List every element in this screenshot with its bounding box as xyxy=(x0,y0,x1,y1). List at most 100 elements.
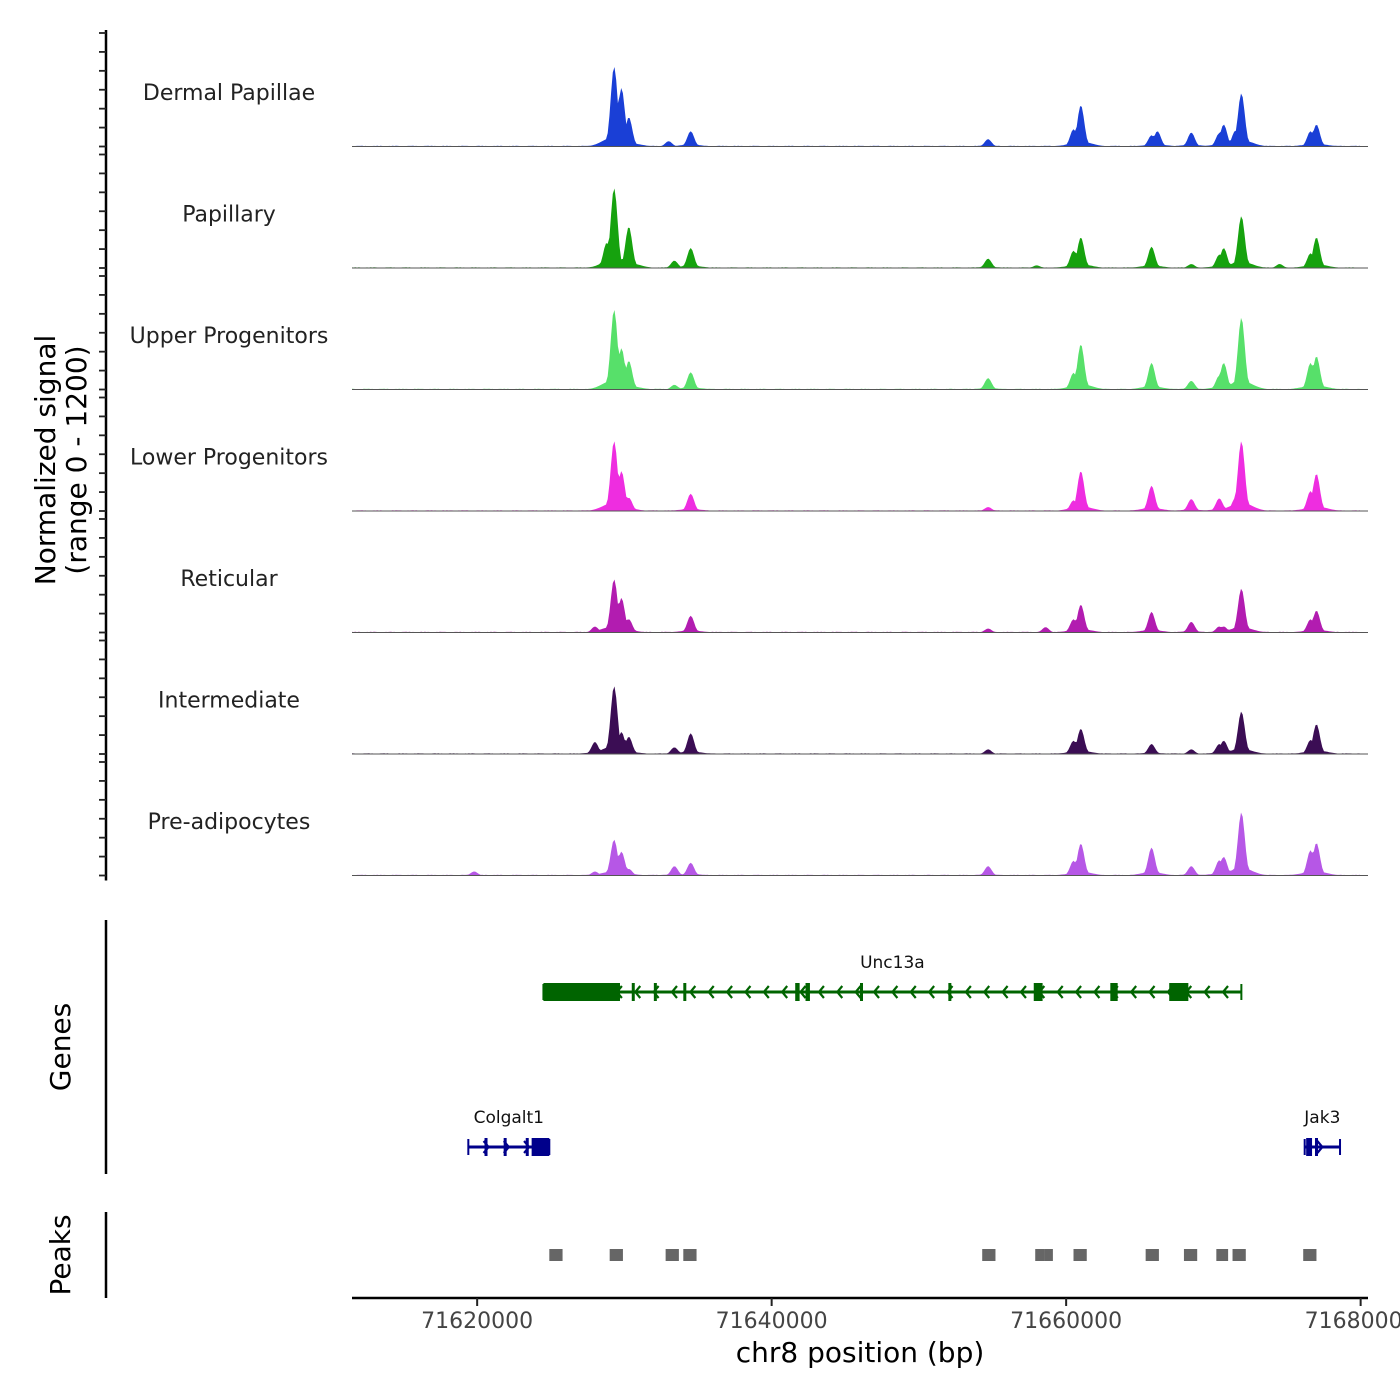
gene-exon xyxy=(1169,983,1189,1001)
strand-arrow xyxy=(1203,985,1211,999)
peaks-title: Peaks xyxy=(44,1214,77,1295)
strand-arrow xyxy=(615,985,623,999)
gene-exon xyxy=(631,983,635,1001)
peak-region xyxy=(1145,1249,1159,1261)
strand-arrow xyxy=(799,985,807,999)
x-axis-title: chr8 position (bp) xyxy=(736,1336,985,1369)
coverage-area xyxy=(352,188,1368,268)
coverage-area xyxy=(352,686,1368,754)
strand-arrow xyxy=(725,985,733,999)
gene-label: Unc13a xyxy=(860,953,925,973)
strand-arrow xyxy=(1111,985,1119,999)
strand-arrow xyxy=(578,985,586,999)
y-title-line1: Normalized signal xyxy=(29,335,62,586)
peak-region xyxy=(683,1249,697,1261)
track-label: Pre-adipocytes xyxy=(148,810,311,835)
strand-arrow xyxy=(927,985,935,999)
strand-arrow xyxy=(780,985,789,999)
strand-arrow xyxy=(1184,985,1193,999)
peak-region xyxy=(1073,1249,1087,1261)
strand-arrow xyxy=(1056,985,1064,999)
x-tick-label: 71660000 xyxy=(1010,1309,1122,1334)
peak-regions xyxy=(549,1249,1317,1261)
coverage-y-title: Normalized signal xyxy=(29,335,62,586)
gene-exon xyxy=(805,983,810,1001)
strand-arrow xyxy=(817,985,825,999)
peak-region xyxy=(1303,1249,1317,1261)
coverage-area xyxy=(352,579,1368,633)
strand-arrow xyxy=(1129,985,1138,999)
gene-exon xyxy=(531,1138,550,1156)
strand-arrow xyxy=(909,985,917,999)
strand-arrow xyxy=(982,985,991,999)
strand-arrow xyxy=(872,985,880,999)
strand-arrow xyxy=(890,985,899,999)
x-tick-label: 71640000 xyxy=(716,1309,828,1334)
strand-arrow xyxy=(1001,985,1009,999)
strand-arrow xyxy=(744,985,752,999)
peak-region xyxy=(1035,1249,1045,1261)
coverage-area xyxy=(352,441,1368,511)
track-label: Dermal Papillae xyxy=(143,81,315,106)
strand-arrow xyxy=(482,1140,491,1154)
coverage-tracks: Dermal Papillae Papillary Upper Progenitor… xyxy=(130,67,1368,876)
coverage-y-axis xyxy=(99,30,108,881)
strand-arrow xyxy=(854,985,862,999)
strand-arrow xyxy=(1148,985,1156,999)
strand-arrow xyxy=(1074,985,1082,999)
peak-region xyxy=(609,1249,623,1261)
x-tick-label: 71620000 xyxy=(421,1309,533,1334)
strand-arrow xyxy=(1316,1140,1324,1154)
gene-exon xyxy=(484,1138,488,1156)
y-title-line2: (range 0 - 1200) xyxy=(60,345,93,574)
peak-region xyxy=(1183,1249,1198,1261)
gene-exon xyxy=(1306,1138,1313,1156)
strand-arrow xyxy=(523,1140,531,1154)
coverage-area xyxy=(352,310,1368,390)
coverage-y-title-2: (range 0 - 1200) xyxy=(60,345,93,574)
strand-arrow xyxy=(670,985,678,999)
track-label: Intermediate xyxy=(158,689,300,714)
strand-arrow xyxy=(633,985,642,999)
x-axis-ticks: 71620000 71640000 71660000 71680000 xyxy=(421,1298,1400,1334)
strand-arrow xyxy=(652,985,660,999)
peak-region xyxy=(665,1249,679,1261)
peak-region xyxy=(982,1249,996,1261)
track-label: Reticular xyxy=(180,567,278,592)
peak-region xyxy=(1216,1249,1229,1261)
genes-title-wrap: Genes xyxy=(44,1003,77,1091)
strand-arrow xyxy=(1037,985,1046,999)
gene-label: Colgalt1 xyxy=(474,1108,544,1128)
strand-arrow xyxy=(1019,985,1027,999)
gene-exon xyxy=(948,983,952,1001)
gene-exon xyxy=(683,983,687,1001)
peak-region xyxy=(549,1249,563,1261)
gene-exon xyxy=(525,1138,529,1156)
x-tick-label: 71680000 xyxy=(1305,1309,1400,1334)
gene-models: Unc13a Colgalt1 Jak3 xyxy=(467,953,1342,1156)
strand-arrow xyxy=(560,985,568,999)
peaks-title-wrap: Peaks xyxy=(44,1214,77,1295)
strand-arrow xyxy=(1166,985,1174,999)
strand-arrow xyxy=(502,1140,511,1154)
gene-exon xyxy=(795,983,800,1001)
strand-arrow xyxy=(597,985,605,999)
strand-arrow xyxy=(835,985,844,999)
strand-arrow xyxy=(964,985,972,999)
gene-exon xyxy=(543,983,620,1001)
strand-arrow xyxy=(946,985,954,999)
strand-arrow xyxy=(707,985,715,999)
track-label: Upper Progenitors xyxy=(130,324,329,349)
strand-arrow xyxy=(688,985,697,999)
peak-region xyxy=(1232,1249,1246,1261)
strand-arrow xyxy=(1221,985,1229,999)
peak-region xyxy=(1044,1249,1053,1261)
strand-arrow xyxy=(762,985,770,999)
gene-exon xyxy=(860,983,863,1001)
genes-title: Genes xyxy=(44,1003,77,1091)
track-label: Lower Progenitors xyxy=(130,446,328,471)
gene-label: Jak3 xyxy=(1303,1108,1340,1128)
strand-arrow xyxy=(1092,985,1101,999)
track-label: Papillary xyxy=(182,203,276,228)
